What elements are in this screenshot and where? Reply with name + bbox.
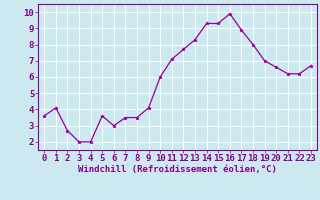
X-axis label: Windchill (Refroidissement éolien,°C): Windchill (Refroidissement éolien,°C) bbox=[78, 165, 277, 174]
